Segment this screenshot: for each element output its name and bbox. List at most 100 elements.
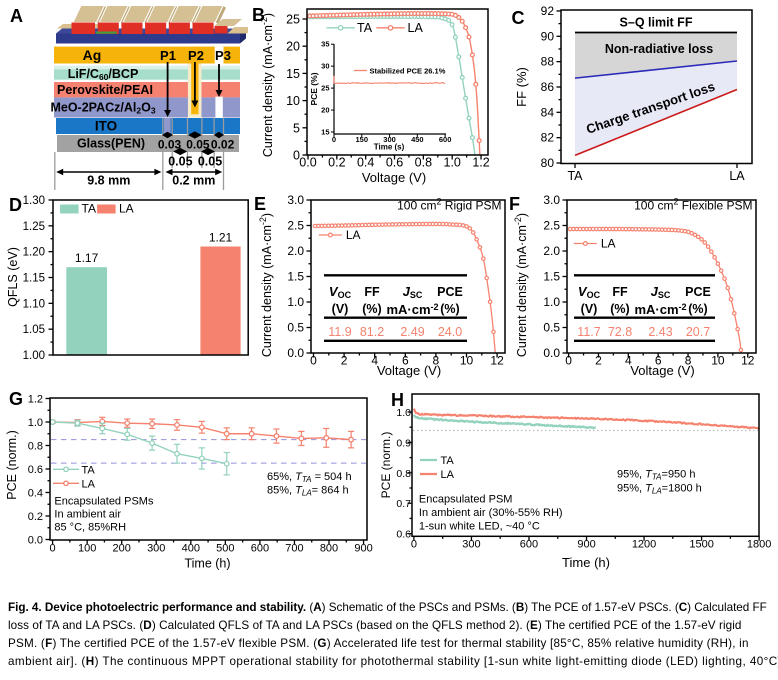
svg-text:Current density (mA·cm-2): Current density (mA·cm-2): [258, 213, 274, 357]
svg-text:92: 92: [541, 4, 555, 18]
svg-text:1.00: 1.00: [23, 350, 45, 362]
svg-text:mA·cm-2: mA·cm-2: [386, 302, 438, 317]
svg-text:82: 82: [541, 131, 555, 145]
svg-text:Non-radiative loss: Non-radiative loss: [605, 42, 713, 56]
svg-text:MeO-2PACz/Al2O3: MeO-2PACz/Al2O3: [50, 101, 155, 116]
svg-text:1200: 1200: [632, 539, 656, 551]
svg-text:81.2: 81.2: [360, 325, 384, 339]
svg-text:Voltage (V): Voltage (V): [630, 363, 694, 378]
svg-text:PCE (norm.): PCE (norm.): [379, 432, 393, 499]
svg-text:6: 6: [655, 354, 662, 368]
svg-text:900: 900: [354, 543, 372, 555]
svg-text:0: 0: [310, 354, 317, 368]
svg-text:0.0: 0.0: [287, 346, 304, 360]
svg-text:0.05: 0.05: [168, 155, 192, 169]
svg-text:(V): (V): [581, 302, 598, 316]
svg-text:1.5: 1.5: [543, 270, 560, 284]
svg-text:(%): (%): [688, 302, 707, 316]
svg-text:Glass(PEN): Glass(PEN): [77, 137, 145, 151]
svg-text:2.49: 2.49: [400, 325, 424, 339]
svg-text:1.05: 1.05: [23, 324, 45, 336]
svg-text:2: 2: [595, 354, 602, 368]
svg-text:0.0: 0.0: [543, 346, 560, 360]
svg-text:S–Q limit FF: S–Q limit FF: [620, 16, 693, 30]
svg-text:2.0: 2.0: [543, 244, 560, 258]
svg-text:PCE: PCE: [685, 285, 711, 299]
svg-text:1.0: 1.0: [287, 295, 304, 309]
svg-text:A: A: [10, 6, 23, 26]
svg-text:25: 25: [286, 13, 300, 27]
svg-text:TA: TA: [82, 202, 96, 216]
svg-text:35: 35: [321, 40, 329, 49]
svg-text:0.6: 0.6: [386, 156, 403, 170]
svg-text:84: 84: [541, 105, 555, 119]
svg-text:B: B: [252, 5, 265, 25]
svg-text:20: 20: [321, 106, 329, 115]
svg-text:600: 600: [439, 135, 452, 144]
svg-text:Time (h): Time (h): [562, 555, 610, 570]
svg-text:Encapsulated PSMs: Encapsulated PSMs: [54, 496, 154, 508]
svg-text:1800: 1800: [747, 539, 771, 551]
svg-text:88: 88: [541, 55, 555, 69]
svg-text:0.6: 0.6: [396, 529, 411, 541]
svg-text:P1: P1: [160, 48, 176, 63]
svg-text:LA: LA: [408, 21, 424, 35]
svg-text:LA: LA: [441, 469, 455, 481]
svg-text:FF: FF: [612, 285, 628, 299]
svg-text:E: E: [254, 194, 266, 214]
svg-text:700: 700: [285, 543, 303, 555]
svg-text:TA: TA: [441, 455, 455, 467]
svg-text:PCE (%): PCE (%): [309, 72, 319, 105]
svg-text:12: 12: [490, 354, 504, 368]
svg-text:Time (s): Time (s): [374, 143, 405, 152]
svg-text:D: D: [9, 195, 22, 215]
svg-text:600: 600: [251, 543, 269, 555]
svg-text:0.2: 0.2: [328, 156, 345, 170]
svg-text:100: 100: [78, 543, 96, 555]
svg-text:0.6: 0.6: [28, 464, 43, 476]
svg-text:LA: LA: [82, 478, 96, 490]
svg-text:0: 0: [565, 354, 572, 368]
svg-text:1.0: 1.0: [543, 295, 560, 309]
svg-text:8: 8: [685, 354, 692, 368]
svg-text:20: 20: [286, 40, 300, 54]
svg-text:LA: LA: [601, 237, 616, 251]
svg-text:VOC: VOC: [329, 284, 352, 300]
svg-text:0.4: 0.4: [357, 156, 374, 170]
svg-text:TA: TA: [82, 464, 96, 476]
svg-text:1.20: 1.20: [23, 247, 45, 259]
svg-text:0.9: 0.9: [396, 437, 411, 449]
svg-text:0.5: 0.5: [543, 321, 560, 335]
svg-text:10: 10: [286, 94, 300, 108]
svg-text:Perovskite/PEAI: Perovskite/PEAI: [57, 83, 153, 97]
svg-text:1500: 1500: [689, 539, 713, 551]
svg-text:0.05: 0.05: [198, 155, 222, 169]
svg-text:1.0: 1.0: [28, 417, 43, 429]
svg-text:100 cm2 Flexible PSM: 100 cm2 Flexible PSM: [634, 197, 752, 213]
svg-text:1.0: 1.0: [396, 407, 411, 419]
svg-text:11.7: 11.7: [577, 325, 600, 339]
svg-text:11.9: 11.9: [328, 325, 351, 339]
svg-text:LA: LA: [346, 228, 361, 242]
svg-text:In ambient air (30%-55% RH): In ambient air (30%-55% RH): [419, 507, 563, 519]
svg-text:0.4: 0.4: [28, 488, 43, 500]
svg-text:PCE: PCE: [437, 285, 463, 299]
svg-text:1.2: 1.2: [472, 156, 489, 170]
svg-text:9.8 mm: 9.8 mm: [87, 174, 130, 188]
svg-text:95%, TLA=1800 h: 95%, TLA=1800 h: [617, 483, 702, 496]
svg-text:G: G: [9, 389, 23, 409]
svg-text:0.7: 0.7: [396, 498, 411, 510]
svg-text:VOC: VOC: [578, 284, 601, 300]
svg-text:72.8: 72.8: [608, 325, 632, 339]
svg-text:mA·cm-2: mA·cm-2: [634, 302, 686, 317]
svg-text:95%, TTA=950 h: 95%, TTA=950 h: [617, 469, 695, 482]
svg-text:1.5: 1.5: [287, 270, 304, 284]
svg-text:0.02: 0.02: [211, 138, 235, 152]
svg-text:0: 0: [411, 539, 417, 551]
svg-text:0.03: 0.03: [158, 138, 182, 152]
svg-text:LA: LA: [119, 202, 134, 216]
svg-text:In ambient air: In ambient air: [54, 509, 121, 521]
svg-text:FF: FF: [364, 285, 380, 299]
svg-text:0.8: 0.8: [28, 441, 43, 453]
svg-text:LiF/C60/BCP: LiF/C60/BCP: [68, 67, 139, 82]
